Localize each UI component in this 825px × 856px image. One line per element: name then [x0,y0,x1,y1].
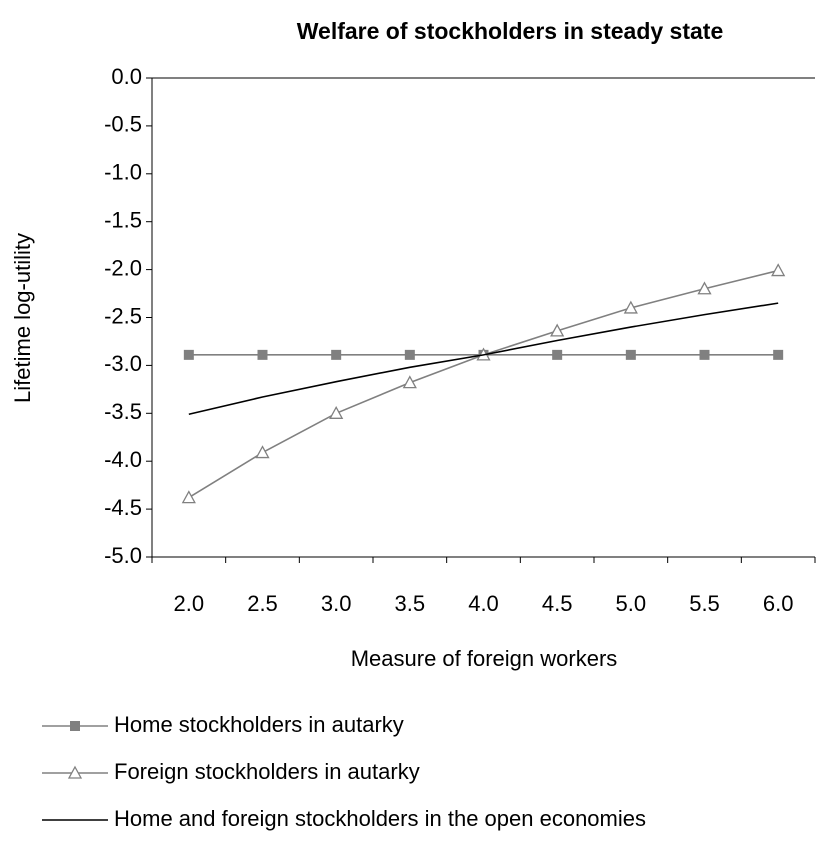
y-tick-label: -1.5 [104,208,142,233]
legend-label: Home and foreign stockholders in the ope… [114,806,646,831]
point [625,349,636,360]
series-line [188,302,779,416]
x-tick-label: 3.5 [395,591,426,616]
point [331,349,342,360]
y-tick-label: -0.5 [104,112,142,137]
x-tick-label: 5.5 [689,591,720,616]
point [255,445,270,459]
point [181,490,196,504]
x-tick-label: 4.5 [542,591,573,616]
y-tick-label: -3.0 [104,351,142,376]
y-tick-label: -2.0 [104,255,142,280]
x-tick-label: 2.5 [247,591,278,616]
x-tick-label: 2.0 [174,591,205,616]
y-tick-label: -1.0 [104,160,142,185]
point [773,349,784,360]
point [183,349,194,360]
point [699,349,710,360]
legend-marker [70,721,80,731]
point [257,349,268,360]
x-tick-label: 4.0 [468,591,499,616]
y-tick-label: -5.0 [104,543,142,568]
point [550,323,565,337]
series-line [188,269,779,499]
legend-label: Foreign stockholders in autarky [114,759,420,784]
point [404,349,415,360]
point [623,300,638,314]
point [402,375,417,389]
point [771,263,786,277]
x-tick-label: 3.0 [321,591,352,616]
legend-marker [67,765,83,779]
x-tick-label: 6.0 [763,591,794,616]
chart-title: Welfare of stockholders in steady state [297,18,724,44]
y-tick-label: 0.0 [111,64,142,89]
y-axis-label: Lifetime log-utility [10,233,35,403]
point [329,405,344,419]
point [552,349,563,360]
x-tick-label: 5.0 [616,591,647,616]
x-axis-label: Measure of foreign workers [351,646,618,671]
legend-label: Home stockholders in autarky [114,712,404,737]
point [697,281,712,295]
y-tick-label: -4.5 [104,495,142,520]
y-tick-label: -2.5 [104,303,142,328]
y-tick-label: -3.5 [104,399,142,424]
y-tick-label: -4.0 [104,447,142,472]
